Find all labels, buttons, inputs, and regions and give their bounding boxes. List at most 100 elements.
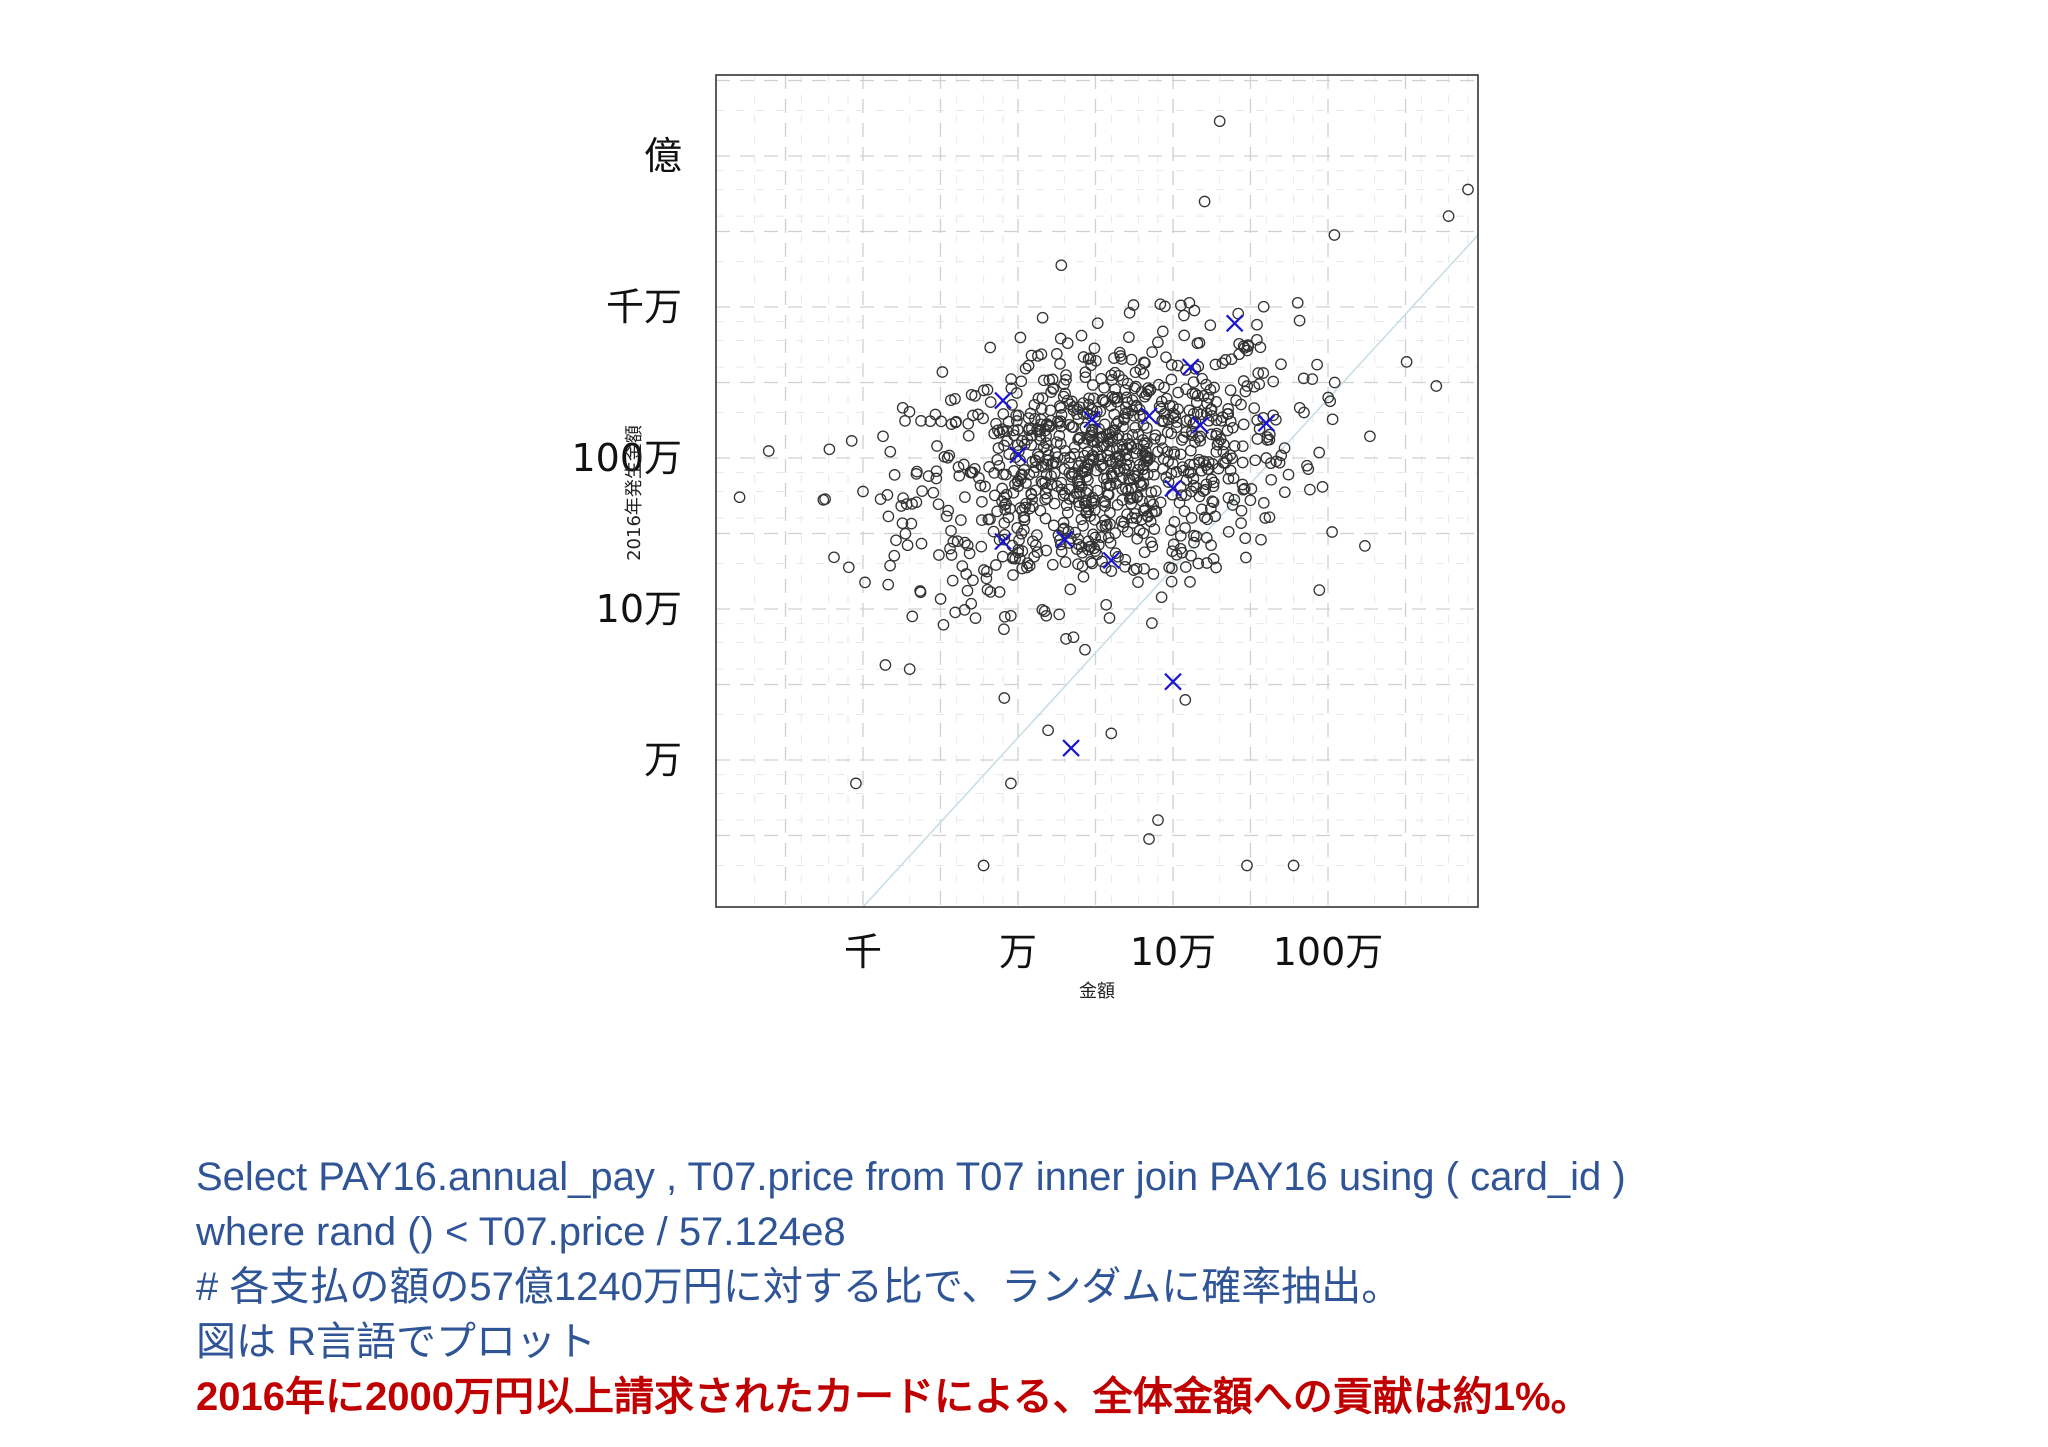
data-point xyxy=(1007,486,1020,499)
data-point xyxy=(1123,493,1136,505)
data-point xyxy=(1068,467,1081,479)
data-point xyxy=(1021,561,1033,574)
data-point xyxy=(1198,511,1211,524)
data-point xyxy=(1015,527,1028,540)
data-point xyxy=(957,458,970,471)
data-point xyxy=(1259,512,1272,524)
data-point xyxy=(890,534,902,547)
data-point xyxy=(1098,495,1110,507)
data-point xyxy=(1265,473,1278,486)
data-point xyxy=(942,504,955,517)
data-point xyxy=(1263,511,1276,524)
data-point xyxy=(1257,497,1270,509)
data-point xyxy=(967,574,979,587)
data-point xyxy=(952,461,965,473)
data-point xyxy=(1057,517,1070,529)
data-point xyxy=(1257,367,1270,379)
data-point xyxy=(1033,450,1045,463)
data-point xyxy=(1241,859,1253,872)
data-point xyxy=(1053,429,1066,442)
data-point xyxy=(998,610,1011,623)
data-point xyxy=(1048,497,1061,510)
data-point xyxy=(1077,570,1090,583)
data-point xyxy=(842,561,855,574)
data-point xyxy=(945,549,958,561)
data-point xyxy=(1167,400,1179,413)
data-point xyxy=(1075,329,1088,342)
data-point xyxy=(1036,603,1049,616)
data-point xyxy=(1105,727,1118,740)
data-point xyxy=(1004,609,1017,622)
data-point xyxy=(1072,480,1085,493)
data-point xyxy=(961,584,974,597)
data-point xyxy=(1217,445,1230,458)
data-point xyxy=(1227,472,1240,485)
data-point xyxy=(1132,428,1145,441)
data-point xyxy=(998,491,1010,504)
data-point xyxy=(1236,440,1249,453)
data-point xyxy=(981,583,994,596)
data-point xyxy=(998,533,1011,546)
data-point xyxy=(1141,468,1154,481)
data-point xyxy=(1040,418,1053,431)
data-point xyxy=(762,445,775,457)
data-point xyxy=(1194,434,1207,447)
caption-conclusion: 2016年に2000万円以上請求されたカードによる、全体金額への貢献は約1%。 xyxy=(196,1375,1591,1419)
data-point xyxy=(1111,442,1123,455)
data-point xyxy=(1125,353,1138,366)
data-point xyxy=(1147,568,1160,580)
data-point xyxy=(1032,392,1045,405)
data-point xyxy=(1132,464,1144,476)
data-point xyxy=(1058,463,1071,475)
data-point xyxy=(1213,115,1226,128)
data-point xyxy=(1166,457,1179,470)
highlight-point xyxy=(1055,530,1074,548)
data-point xyxy=(996,482,1009,495)
data-point xyxy=(1130,562,1143,575)
data-point xyxy=(916,485,928,497)
data-point xyxy=(1324,395,1337,408)
data-point xyxy=(1079,465,1092,478)
data-point xyxy=(1119,553,1132,566)
data-point xyxy=(1207,476,1220,489)
data-point xyxy=(1205,473,1218,486)
data-point xyxy=(1060,499,1073,512)
data-point xyxy=(1067,631,1080,644)
data-point xyxy=(1201,513,1214,526)
data-point xyxy=(1261,431,1274,443)
data-point xyxy=(1055,402,1067,414)
data-point xyxy=(1022,412,1035,424)
data-point xyxy=(1210,561,1222,574)
data-point xyxy=(1267,375,1280,388)
data-point xyxy=(1137,504,1150,517)
data-point xyxy=(1205,428,1218,441)
data-point xyxy=(931,440,943,452)
data-point xyxy=(1400,356,1413,368)
data-point xyxy=(969,612,982,624)
data-point xyxy=(1235,504,1248,517)
data-point xyxy=(1197,390,1210,402)
data-point xyxy=(1186,425,1198,438)
data-point xyxy=(1040,544,1053,557)
data-point xyxy=(897,492,909,504)
data-point xyxy=(1103,612,1116,624)
data-point xyxy=(903,663,916,675)
data-point xyxy=(1084,430,1097,443)
data-point xyxy=(1205,403,1218,416)
data-point xyxy=(974,479,987,492)
data-point xyxy=(879,659,892,671)
data-point xyxy=(1138,546,1151,559)
data-point xyxy=(1167,538,1180,551)
data-point xyxy=(960,568,973,580)
data-point xyxy=(1156,463,1169,475)
data-point xyxy=(937,618,950,631)
data-point xyxy=(1036,311,1049,324)
data-point xyxy=(1016,545,1029,557)
y-tick-label: 10万 xyxy=(596,587,682,631)
data-point xyxy=(930,472,943,485)
data-point xyxy=(1168,516,1181,528)
data-point xyxy=(1083,458,1096,471)
x-tick-label: 万 xyxy=(999,930,1037,974)
data-point xyxy=(1145,486,1158,499)
